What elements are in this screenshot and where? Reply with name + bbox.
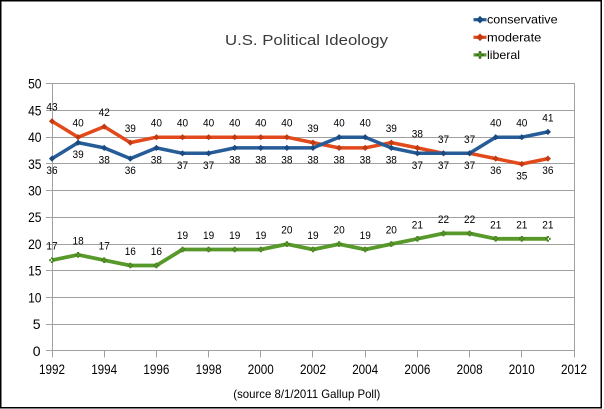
svg-text:36: 36 bbox=[46, 165, 57, 177]
svg-text:19: 19 bbox=[255, 230, 266, 242]
svg-text:17: 17 bbox=[46, 241, 57, 253]
svg-text:2012: 2012 bbox=[561, 361, 587, 377]
svg-text:42: 42 bbox=[99, 107, 110, 119]
svg-text:1994: 1994 bbox=[91, 361, 117, 377]
svg-text:38: 38 bbox=[360, 154, 371, 166]
svg-text:40: 40 bbox=[73, 118, 84, 130]
svg-text:21: 21 bbox=[412, 219, 423, 231]
svg-text:41: 41 bbox=[542, 112, 553, 124]
svg-text:37: 37 bbox=[464, 160, 475, 172]
svg-text:conservative: conservative bbox=[487, 13, 558, 27]
svg-text:19: 19 bbox=[203, 230, 214, 242]
svg-text:38: 38 bbox=[281, 154, 292, 166]
svg-text:10: 10 bbox=[28, 289, 42, 305]
svg-text:37: 37 bbox=[177, 160, 188, 172]
svg-text:37: 37 bbox=[203, 160, 214, 172]
svg-text:(source 8/1/2011 Gallup Poll): (source 8/1/2011 Gallup Poll) bbox=[233, 387, 380, 401]
svg-text:2006: 2006 bbox=[404, 361, 430, 377]
svg-text:0: 0 bbox=[33, 343, 41, 359]
svg-text:21: 21 bbox=[490, 219, 501, 231]
svg-text:21: 21 bbox=[516, 219, 527, 231]
svg-text:38: 38 bbox=[334, 154, 345, 166]
svg-text:38: 38 bbox=[386, 154, 397, 166]
svg-text:40: 40 bbox=[360, 118, 371, 130]
svg-text:37: 37 bbox=[412, 160, 423, 172]
svg-text:22: 22 bbox=[438, 214, 449, 226]
svg-text:39: 39 bbox=[73, 149, 84, 161]
svg-text:40: 40 bbox=[177, 118, 188, 130]
svg-text:liberal: liberal bbox=[487, 48, 520, 62]
svg-text:2000: 2000 bbox=[248, 361, 274, 377]
svg-text:19: 19 bbox=[307, 230, 318, 242]
svg-text:36: 36 bbox=[490, 165, 501, 177]
svg-text:1996: 1996 bbox=[143, 361, 169, 377]
svg-text:36: 36 bbox=[542, 165, 553, 177]
svg-text:1998: 1998 bbox=[196, 361, 222, 377]
svg-text:45: 45 bbox=[28, 102, 42, 118]
svg-text:moderate: moderate bbox=[487, 30, 542, 44]
svg-text:40: 40 bbox=[490, 118, 501, 130]
svg-text:38: 38 bbox=[99, 154, 110, 166]
svg-text:40: 40 bbox=[28, 129, 42, 145]
svg-text:38: 38 bbox=[412, 128, 423, 140]
svg-text:20: 20 bbox=[28, 236, 42, 252]
svg-text:40: 40 bbox=[516, 118, 527, 130]
svg-text:2002: 2002 bbox=[300, 361, 326, 377]
svg-text:35: 35 bbox=[516, 171, 527, 183]
svg-text:30: 30 bbox=[28, 183, 42, 199]
svg-text:37: 37 bbox=[464, 134, 475, 146]
svg-text:50: 50 bbox=[28, 76, 42, 92]
svg-text:2004: 2004 bbox=[352, 361, 378, 377]
svg-text:17: 17 bbox=[99, 241, 110, 253]
svg-text:39: 39 bbox=[307, 123, 318, 135]
svg-text:40: 40 bbox=[203, 118, 214, 130]
svg-text:20: 20 bbox=[281, 225, 292, 237]
svg-text:18: 18 bbox=[73, 235, 84, 247]
svg-text:39: 39 bbox=[386, 123, 397, 135]
svg-text:22: 22 bbox=[464, 214, 475, 226]
svg-text:2010: 2010 bbox=[509, 361, 535, 377]
svg-text:38: 38 bbox=[229, 154, 240, 166]
svg-text:21: 21 bbox=[542, 219, 553, 231]
svg-text:40: 40 bbox=[151, 118, 162, 130]
svg-text:43: 43 bbox=[46, 102, 57, 114]
svg-text:38: 38 bbox=[307, 154, 318, 166]
svg-text:16: 16 bbox=[151, 246, 162, 258]
svg-text:37: 37 bbox=[438, 134, 449, 146]
svg-text:38: 38 bbox=[255, 154, 266, 166]
svg-text:1992: 1992 bbox=[39, 361, 65, 377]
svg-text:20: 20 bbox=[386, 225, 397, 237]
svg-text:40: 40 bbox=[281, 118, 292, 130]
svg-text:25: 25 bbox=[28, 209, 42, 225]
svg-text:39: 39 bbox=[125, 123, 136, 135]
svg-text:15: 15 bbox=[28, 263, 42, 279]
svg-text:40: 40 bbox=[334, 118, 345, 130]
svg-text:2008: 2008 bbox=[457, 361, 483, 377]
svg-text:35: 35 bbox=[28, 156, 42, 172]
svg-text:36: 36 bbox=[125, 165, 136, 177]
svg-text:37: 37 bbox=[438, 160, 449, 172]
svg-text:19: 19 bbox=[229, 230, 240, 242]
svg-text:38: 38 bbox=[151, 154, 162, 166]
svg-text:20: 20 bbox=[334, 225, 345, 237]
svg-text:5: 5 bbox=[33, 316, 41, 332]
svg-text:19: 19 bbox=[360, 230, 371, 242]
svg-text:19: 19 bbox=[177, 230, 188, 242]
svg-text:40: 40 bbox=[255, 118, 266, 130]
svg-text:16: 16 bbox=[125, 246, 136, 258]
svg-text:40: 40 bbox=[229, 118, 240, 130]
svg-text:U.S. Political Ideology: U.S. Political Ideology bbox=[225, 32, 389, 49]
